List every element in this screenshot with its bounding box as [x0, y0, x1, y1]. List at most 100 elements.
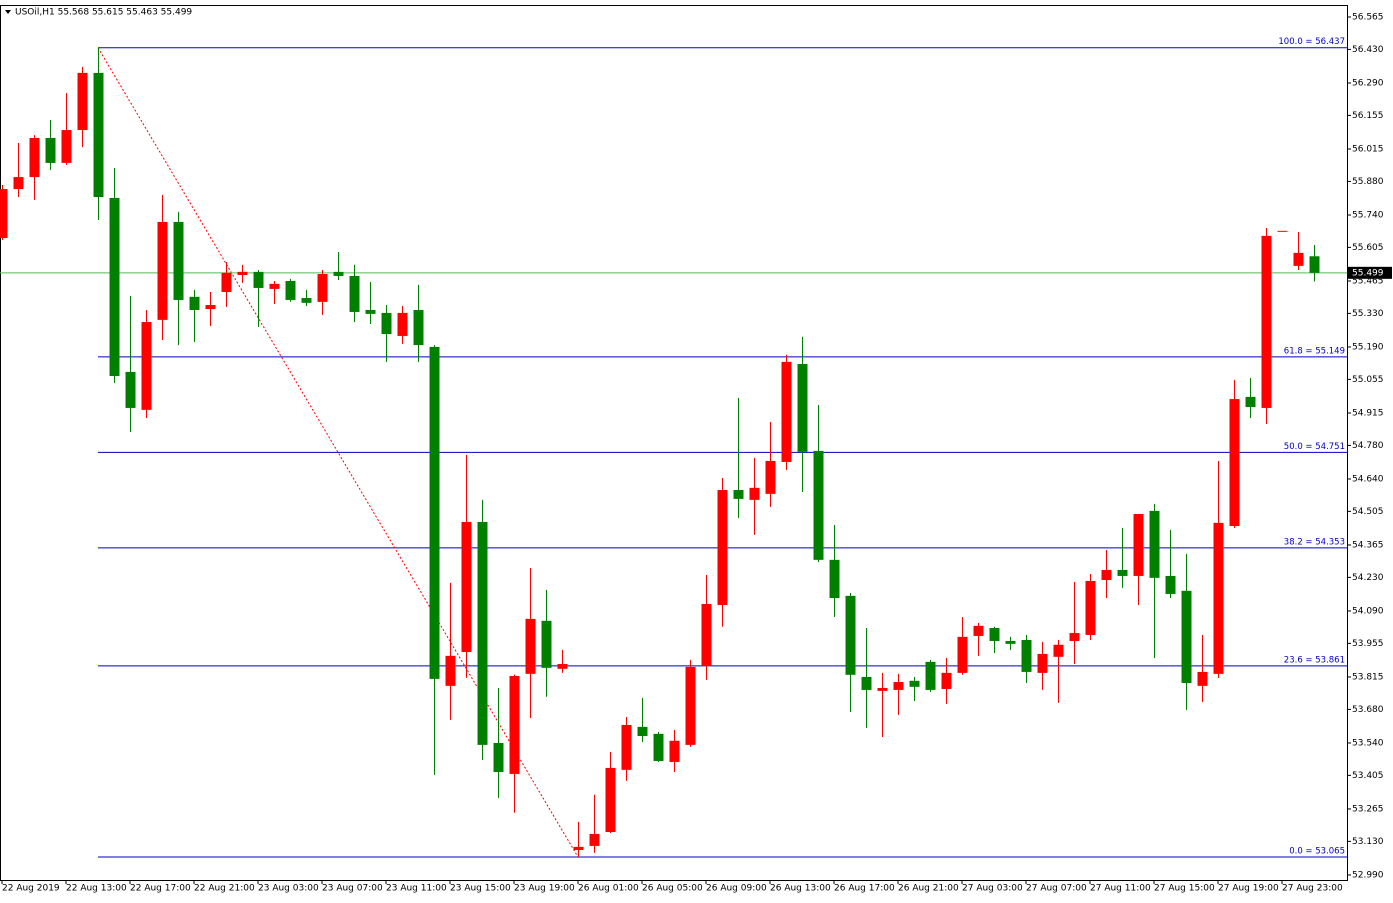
candle-body	[621, 724, 632, 770]
menu-triangle[interactable]	[5, 10, 11, 14]
x-tick-label: 23 Aug 15:00	[450, 884, 511, 894]
candle-body	[861, 676, 872, 690]
candle-body	[173, 221, 184, 300]
candle-body	[1037, 653, 1048, 673]
candle-body	[1117, 569, 1128, 576]
last-price-label: 55.499	[1352, 268, 1384, 278]
candle-body	[893, 682, 904, 690]
candle-body	[589, 833, 600, 846]
candle-body	[221, 272, 232, 293]
candle-body	[1229, 399, 1240, 527]
candle-body	[925, 661, 936, 690]
y-tick-label: 54.230	[1352, 573, 1384, 583]
y-tick-label: 55.740	[1352, 210, 1384, 220]
x-tick-label: 26 Aug 01:00	[578, 884, 639, 894]
y-tick-label: 56.155	[1352, 111, 1384, 121]
x-tick-label: 26 Aug 13:00	[770, 884, 831, 894]
candle-body	[781, 361, 792, 462]
y-tick-label: 53.405	[1352, 771, 1384, 781]
candle-body	[1101, 569, 1112, 581]
candle-body	[701, 604, 712, 666]
y-tick-label: 54.915	[1352, 408, 1384, 418]
x-tick-label: 23 Aug 11:00	[386, 884, 447, 894]
candle-body	[829, 559, 840, 599]
x-tick-label: 27 Aug 19:00	[1218, 884, 1279, 894]
candle-body	[813, 450, 824, 560]
candle-body	[253, 271, 264, 288]
candle-body	[1293, 252, 1304, 266]
x-tick-label: 27 Aug 07:00	[1026, 884, 1087, 894]
y-tick-label: 54.780	[1352, 441, 1384, 451]
x-tick-label: 23 Aug 07:00	[322, 884, 383, 894]
candle-body	[125, 371, 136, 408]
plot-area	[0, 47, 1347, 858]
candle-body	[381, 312, 392, 335]
candle-body	[1261, 235, 1272, 408]
x-tick-label: 27 Aug 03:00	[962, 884, 1023, 894]
candle-body	[445, 655, 456, 686]
y-tick-label: 55.605	[1352, 243, 1384, 253]
x-tick-label: 22 Aug 2019	[2, 884, 60, 894]
y-tick-label: 52.990	[1352, 870, 1384, 880]
x-tick-label: 22 Aug 21:00	[194, 884, 255, 894]
candle-body	[525, 618, 536, 674]
last-price-box	[1348, 266, 1392, 279]
candle-body	[157, 221, 168, 320]
y-tick-label: 53.815	[1352, 672, 1384, 682]
candle-body	[637, 726, 648, 737]
candle-body	[1245, 396, 1256, 407]
candle-body	[477, 521, 488, 745]
x-tick-label: 27 Aug 11:00	[1090, 884, 1151, 894]
candle-body	[269, 283, 280, 289]
candle-body	[29, 137, 40, 178]
x-tick-label: 22 Aug 13:00	[66, 884, 127, 894]
x-tick-label: 22 Aug 17:00	[130, 884, 191, 894]
candle-body	[461, 521, 472, 653]
candle-body	[493, 742, 504, 773]
candle-body	[685, 666, 696, 745]
candle-body	[957, 636, 968, 673]
candle-body	[669, 740, 680, 762]
candle-body	[61, 130, 72, 163]
candle-body	[205, 304, 216, 310]
y-tick-label: 54.505	[1352, 507, 1384, 517]
candle-body	[973, 625, 984, 636]
candle-body	[77, 72, 88, 131]
y-tick-label: 55.465	[1352, 276, 1384, 286]
candle-body	[557, 664, 568, 669]
chart-title: USOil,H1 55.568 55.615 55.463 55.499	[15, 8, 192, 18]
candle-body	[1021, 640, 1032, 672]
candle-body	[1213, 522, 1224, 674]
candle-body	[317, 274, 328, 302]
candle-body	[1309, 256, 1320, 273]
candle-body	[45, 137, 56, 163]
candle-body	[733, 490, 744, 499]
candle-body	[1197, 671, 1208, 686]
y-tick-label: 55.330	[1352, 309, 1384, 319]
candle-body	[1277, 230, 1288, 232]
candle-body	[541, 620, 552, 668]
candle-body	[189, 296, 200, 311]
candle-body	[0, 189, 8, 239]
candle-body	[605, 767, 616, 833]
candle-body	[1053, 644, 1064, 657]
candle-body	[1069, 633, 1080, 641]
fib-label: 50.0 = 54.751	[1284, 442, 1345, 452]
fib-label: 100.0 = 56.437	[1278, 37, 1345, 47]
candle-body	[429, 346, 440, 679]
x-tick-label: 26 Aug 05:00	[642, 884, 703, 894]
y-tick-label: 56.015	[1352, 144, 1384, 154]
y-tick-label: 53.265	[1352, 804, 1384, 814]
candle-body	[1181, 590, 1192, 683]
fib-label: 38.2 = 54.353	[1284, 537, 1345, 547]
candle-body	[1149, 510, 1160, 578]
candle-body	[1005, 640, 1016, 644]
candle-body	[93, 72, 104, 197]
x-tick-label: 23 Aug 03:00	[258, 884, 319, 894]
candle-body	[413, 310, 424, 346]
y-tick-label: 53.540	[1352, 738, 1384, 748]
fib-label: 61.8 = 55.149	[1284, 346, 1345, 356]
candle-body	[1165, 575, 1176, 594]
candle-body	[237, 271, 248, 275]
